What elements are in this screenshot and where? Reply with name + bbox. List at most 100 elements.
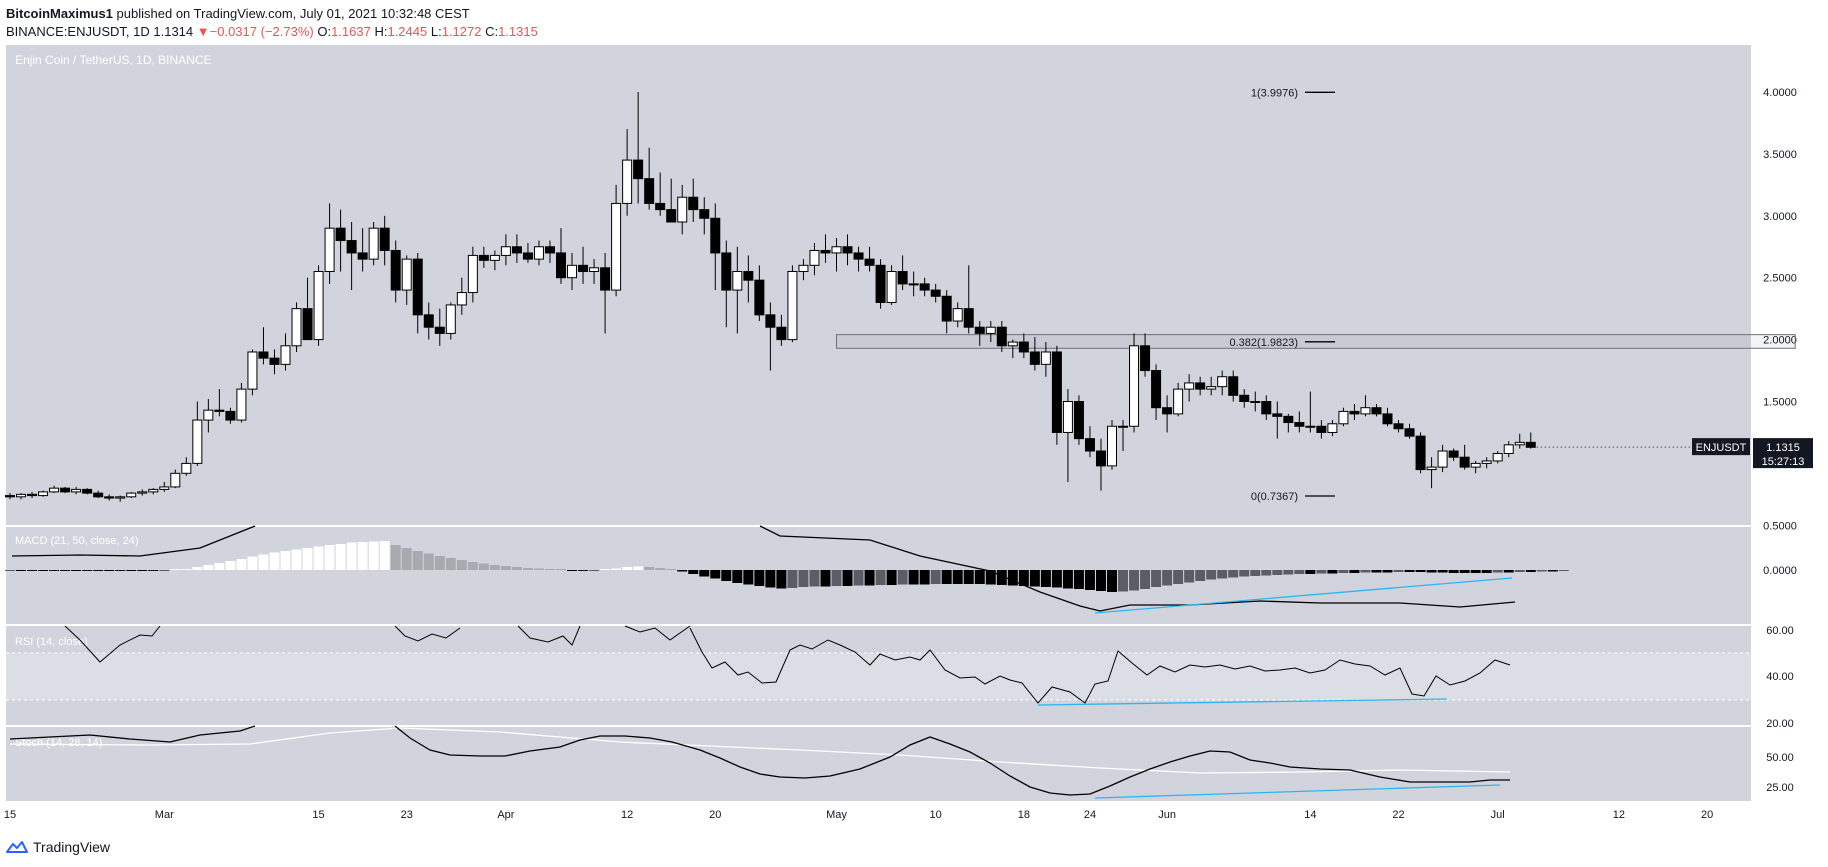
bearish-candle: [434, 326, 445, 334]
macd-histogram-bar: [1305, 570, 1316, 574]
price-axis-tick: 4.0000: [1763, 87, 1797, 99]
bullish-candle: [798, 264, 809, 273]
bullish-candle: [908, 283, 919, 286]
bullish-candle: [1503, 444, 1514, 454]
macd-histogram-bar: [104, 570, 115, 571]
macd-histogram-bar: [1062, 570, 1073, 589]
macd-histogram-bar: [952, 570, 963, 584]
fib-level-label: 1(3.9976): [1251, 87, 1298, 99]
branding-text: TradingView: [33, 839, 111, 855]
bullish-candle: [71, 488, 82, 493]
last-price: 1.1314: [153, 24, 194, 39]
macd-histogram-bar: [1426, 570, 1437, 573]
time-axis[interactable]: [6, 801, 1751, 823]
bullish-candle: [280, 345, 291, 365]
branding[interactable]: TradingView: [6, 839, 110, 855]
bullish-candle: [1184, 382, 1195, 390]
bullish-candle: [1173, 388, 1184, 415]
macd-histogram-bar: [313, 546, 324, 570]
bullish-candle: [1062, 401, 1073, 433]
bearish-candle: [930, 289, 941, 297]
macd-histogram-bar: [1349, 570, 1360, 573]
stoch-pane[interactable]: [6, 727, 1751, 801]
bearish-candle: [1294, 422, 1305, 427]
rsi-tick: 60.00: [1766, 625, 1794, 637]
bearish-candle: [1029, 351, 1040, 365]
macd-histogram-bar: [467, 562, 478, 570]
macd-histogram-bar: [93, 570, 104, 571]
macd-histogram-bar: [335, 544, 346, 570]
macd-histogram-bar: [1327, 570, 1338, 574]
high-label: H:: [374, 24, 388, 39]
bullish-candle: [1305, 425, 1316, 428]
macd-histogram-bar: [38, 570, 49, 571]
macd-histogram-bar: [346, 542, 357, 570]
fib-levels[interactable]: 1(3.9976) 0.382(1.9823) 0(0.7367): [1230, 87, 1336, 503]
bullish-candle: [1426, 466, 1437, 471]
bullish-candle: [809, 249, 820, 266]
macd-histogram-bar: [148, 570, 159, 571]
author-name[interactable]: BitcoinMaximus1: [6, 6, 113, 21]
macd-histogram-bar: [765, 570, 776, 588]
bullish-candle: [952, 308, 963, 322]
time-axis-labels[interactable]: 15 Mar 15 23 Apr 12 20 May 10 18 24 Jun 14 22 Jul 12 20: [4, 809, 1713, 821]
macd-histogram-bar: [533, 568, 544, 570]
bearish-candle: [600, 267, 611, 291]
macd-histogram-bar: [633, 566, 644, 570]
published-info: published on TradingView.com, July 01, 2…: [116, 6, 470, 21]
bullish-candle: [831, 246, 842, 254]
bearish-candle: [1371, 407, 1382, 415]
chart-header: BitcoinMaximus1 published on TradingView…: [6, 5, 538, 41]
macd-histogram-bar: [478, 563, 489, 570]
macd-histogram-bar: [192, 567, 203, 570]
down-arrow-icon: ▼: [196, 24, 210, 39]
bullish-candle: [247, 351, 258, 390]
macd-histogram-bar: [677, 570, 688, 572]
macd-histogram-bar: [302, 548, 313, 570]
bearish-candle: [1316, 425, 1327, 433]
bearish-candle: [27, 493, 38, 497]
bullish-candle: [1129, 345, 1140, 427]
bullish-candle: [1492, 452, 1503, 462]
macd-histogram-bar: [1118, 570, 1129, 592]
macd-histogram-bar: [390, 545, 401, 570]
price-chart[interactable]: Enjin Coin / TetherUS, 1D, BINANCE USDT …: [0, 42, 1828, 837]
macd-histogram-bar: [809, 570, 820, 587]
macd-histogram-bar: [776, 570, 787, 589]
rsi-tick: 20.00: [1766, 718, 1794, 730]
time-axis-tick: Mar: [155, 809, 174, 821]
bearish-candle: [1018, 341, 1029, 353]
macd-histogram-bar: [1338, 570, 1349, 573]
bearish-candle: [1151, 370, 1162, 409]
macd-histogram-bar: [820, 570, 831, 587]
bearish-candle: [1051, 351, 1062, 433]
macd-histogram-bar: [1294, 570, 1305, 574]
macd-histogram-bar: [941, 570, 952, 584]
candles: [5, 92, 1536, 502]
time-axis-tick: May: [826, 809, 847, 821]
macd-histogram-bar: [1084, 570, 1095, 590]
macd-histogram-bar: [137, 570, 148, 571]
macd-histogram-bar: [1558, 570, 1569, 571]
macd-histogram-bar: [412, 551, 423, 570]
price-axis-tick: 1.5000: [1763, 397, 1797, 409]
macd-histogram-bar: [544, 569, 555, 570]
macd-histogram-bar: [247, 556, 258, 570]
macd-histogram-bar: [1283, 570, 1294, 575]
bearish-candle: [1525, 441, 1536, 448]
macd-histogram-bar: [611, 568, 622, 570]
stoch-tick: 25.00: [1766, 782, 1794, 794]
macd-histogram-bar: [511, 567, 522, 570]
stoch-tick: 50.00: [1766, 752, 1794, 764]
macd-histogram-bar: [567, 570, 578, 571]
bullish-candle: [324, 227, 335, 273]
macd-histogram-bar: [1162, 570, 1173, 586]
macd-histogram-bar: [1217, 570, 1228, 579]
bullish-candle: [192, 419, 203, 464]
stoch-divergence-trendline: [1094, 784, 1501, 799]
macd-histogram-bar: [1107, 570, 1117, 592]
macd-histogram-bar: [357, 542, 368, 570]
bearish-candle: [1228, 376, 1239, 396]
bearish-candle: [5, 495, 15, 498]
bearish-candle: [412, 258, 423, 316]
